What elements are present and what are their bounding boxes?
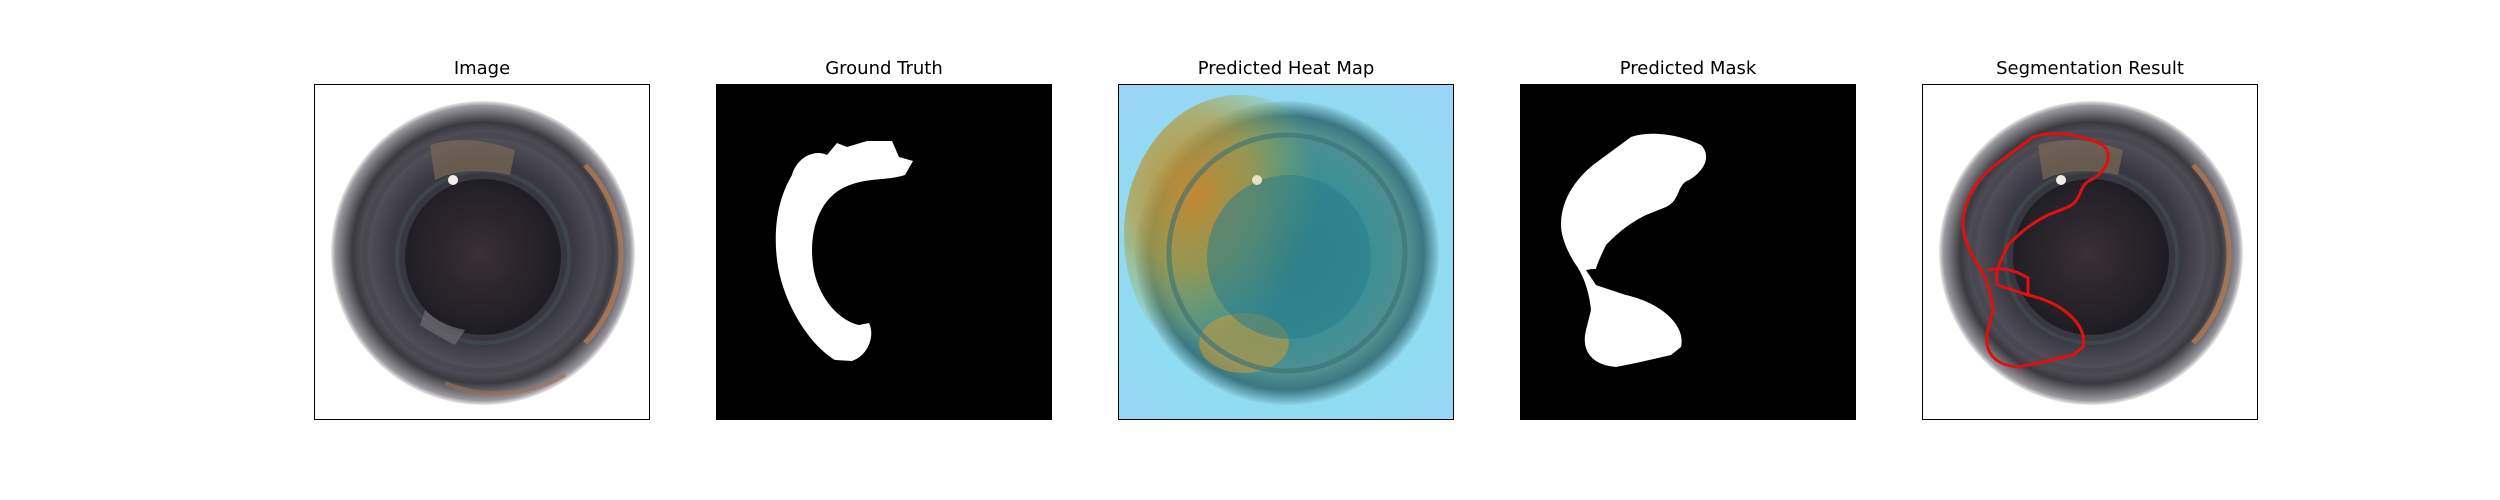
panel-title-predicted-mask: Predicted Mask: [1619, 58, 1757, 79]
heat-map-frame: [1118, 84, 1454, 420]
panel-title-ground-truth: Ground Truth: [825, 58, 943, 79]
segmentation-result-image: [1923, 85, 2257, 419]
predicted-mask: [1521, 85, 1855, 419]
panel-title-segmentation-result: Segmentation Result: [1996, 58, 2184, 79]
panel-title-image: Image: [453, 58, 511, 79]
ground-truth-panel: [716, 84, 1052, 420]
ground-truth-mask: [717, 85, 1051, 419]
image-frame: [314, 84, 650, 420]
image-panel: [314, 84, 650, 420]
predicted-mask-panel: [1520, 84, 1856, 420]
segmentation-result-panel: [1922, 84, 2258, 420]
bottle-image: [315, 85, 649, 419]
heat-map-panel: [1118, 84, 1454, 420]
predicted-mask-frame: [1520, 84, 1856, 420]
segmentation-contour: [1961, 132, 2110, 369]
segmentation-result-frame: [1922, 84, 2258, 420]
heat-map-image: [1119, 85, 1453, 419]
ground-truth-frame: [716, 84, 1052, 420]
panel-title-predicted-heat-map: Predicted Heat Map: [1197, 58, 1375, 79]
